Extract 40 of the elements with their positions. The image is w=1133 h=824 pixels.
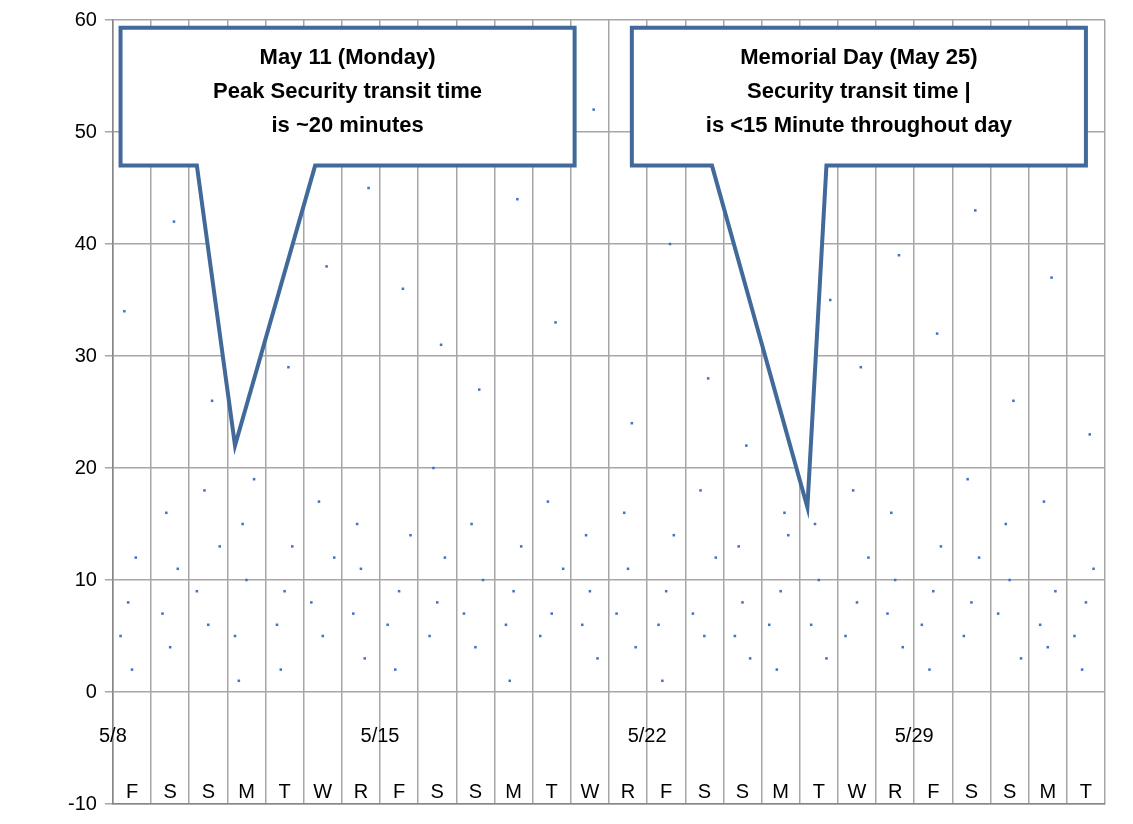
annotation: T bbox=[278, 780, 291, 803]
y-tick-label: 60 bbox=[74, 7, 97, 30]
annotation: S bbox=[468, 780, 483, 803]
annotation: F bbox=[927, 780, 940, 803]
annotation: R bbox=[620, 780, 636, 803]
annotation: S bbox=[201, 780, 215, 803]
annotation: T bbox=[545, 780, 558, 803]
annotation: M bbox=[505, 780, 522, 803]
y-tick-label: 40 bbox=[74, 231, 97, 254]
annotation: Memorial Day (May 25) Security transit time | is <15 Minute throughout day bbox=[705, 43, 1013, 137]
annotation: W bbox=[313, 780, 333, 803]
annotation: R bbox=[353, 780, 369, 803]
annotation: W bbox=[847, 780, 867, 803]
annotation: S bbox=[430, 780, 444, 803]
x-tick-label: 5/22 bbox=[627, 724, 667, 747]
annotation: F bbox=[392, 780, 406, 803]
annotation: F bbox=[125, 780, 139, 803]
annotation: May 11 (Monday) Peak Security transit time is ~20 minutes bbox=[213, 43, 483, 137]
x-tick-label: 5/29 bbox=[894, 724, 934, 747]
annotation: T bbox=[812, 780, 825, 803]
y-tick-label: 30 bbox=[74, 343, 97, 366]
y-tick-label: 0 bbox=[85, 679, 97, 702]
x-tick-label: 5/8 bbox=[99, 724, 127, 747]
annotation: S bbox=[163, 780, 177, 803]
annotation: M bbox=[1039, 780, 1057, 803]
annotation: S bbox=[735, 780, 750, 803]
annotation: M bbox=[772, 780, 789, 803]
x-tick-label: 5/15 bbox=[360, 724, 400, 747]
annotation: S bbox=[964, 780, 979, 803]
annotation: S bbox=[697, 780, 712, 803]
annotation: W bbox=[580, 780, 600, 803]
y-tick-label: -10 bbox=[68, 791, 97, 814]
y-tick-label: 10 bbox=[74, 567, 97, 590]
annotation: F bbox=[660, 780, 673, 803]
y-tick-label: 50 bbox=[74, 119, 97, 142]
annotation: M bbox=[238, 780, 255, 803]
annotation: S bbox=[1002, 780, 1017, 803]
y-tick-label: 20 bbox=[74, 455, 97, 478]
annotation: T bbox=[1079, 780, 1093, 803]
annotation: R bbox=[887, 780, 903, 803]
